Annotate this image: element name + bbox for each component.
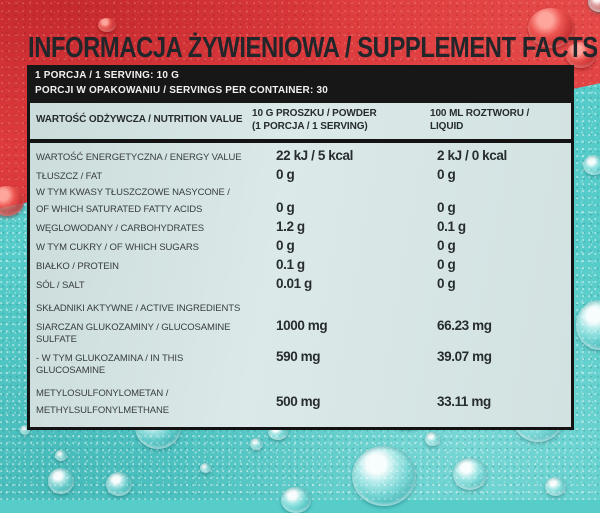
row-label: METYLOSULFONYLOMETAN / METHYLSULFONYLMETH… (36, 387, 170, 416)
table-row: W TYM KWASY TŁUSZCZOWE NASYCONE / OF WHIC… (30, 185, 571, 218)
row-label: SKŁADNIKI AKTYWNE / ACTIVE INGREDIENTS (36, 302, 241, 314)
red-droplet (98, 18, 116, 32)
water-droplet (200, 463, 211, 473)
row-label: W TYM KWASY TŁUSZCZOWE NASYCONE / OF WHIC… (36, 186, 230, 215)
row-label: SIARCZAN GLUKOZAMINY / GLUCOSAMINE SULFA… (36, 321, 231, 345)
powder-value: 0.1 g (276, 256, 305, 272)
powder-value: 1.2 g (276, 218, 305, 234)
row-label: W TYM CUKRY / OF WHICH SUGARS (36, 241, 199, 253)
table-row: TŁUSZCZ / FAT 0 g 0 g (30, 166, 571, 185)
header-liquid-line2: LIQUID (430, 120, 464, 132)
liquid-value: 66.23 mg (437, 317, 492, 333)
water-droplet (352, 446, 416, 506)
water-droplet (55, 450, 67, 461)
row-label: WĘGLOWODANY / CARBOHYDRATES (36, 222, 204, 234)
water-droplet (48, 468, 74, 494)
red-droplet (528, 8, 574, 48)
row-label: SÓL / SALT (36, 279, 85, 291)
table-row: WARTOŚĆ ENERGETYCZNA / ENERGY VALUE 22 kJ… (30, 147, 571, 166)
table-body: WARTOŚĆ ENERGETYCZNA / ENERGY VALUE 22 kJ… (30, 143, 571, 427)
liquid-value: 0 g (437, 256, 456, 272)
powder-value: 1000 mg (276, 317, 328, 333)
powder-value: 22 kJ / 5 kcal (276, 147, 353, 163)
table-row: - W TYM GLUKOZAMINA / IN THIS GLUCOSAMIN… (30, 348, 571, 379)
liquid-value: 0 g (437, 166, 456, 182)
header-powder-line2: (1 PORCJA / 1 SERVING) (252, 120, 368, 132)
liquid-value: 39.07 mg (437, 348, 492, 364)
liquid-value: 0.1 g (437, 218, 466, 234)
header-liquid-line1: 100 ML ROZTWORU / (430, 108, 530, 119)
water-droplet (425, 432, 440, 446)
header-liquid-column: 100 ML ROZTWORU / LIQUID (430, 108, 571, 133)
liquid-value: 0 g (437, 200, 456, 215)
water-droplet (545, 477, 566, 496)
nutrition-table: WARTOŚĆ ODŻYWCZA / NUTRITION VALUE 10 G … (27, 103, 574, 430)
row-label: - W TYM GLUKOZAMINA / IN THIS GLUCOSAMIN… (36, 352, 184, 376)
header-powder-column: 10 G PROSZKU / POWDER (1 PORCJA / 1 SERV… (252, 108, 430, 133)
table-section-row: SKŁADNIKI AKTYWNE / ACTIVE INGREDIENTS (30, 301, 571, 317)
row-label: WARTOŚĆ ENERGETYCZNA / ENERGY VALUE (36, 151, 242, 163)
water-droplet (588, 0, 600, 12)
liquid-value: 2 kJ / 0 kcal (437, 147, 507, 163)
water-droplet (20, 425, 30, 435)
serving-info-bar: 1 PORCJA / 1 SERVING: 10 G PORCJI W OPAK… (27, 65, 574, 103)
red-droplet (566, 42, 596, 68)
serving-size-text: 1 PORCJA / 1 SERVING: 10 G (35, 70, 180, 81)
powder-value: 0 g (276, 166, 295, 182)
liquid-value: 33.11 mg (437, 393, 491, 409)
row-label: BIAŁKO / PROTEIN (36, 260, 119, 272)
supplement-facts-label: INFORMACJA ŻYWIENIOWA / SUPPLEMENT FACTS… (27, 32, 598, 430)
powder-value: 0 g (276, 237, 295, 253)
powder-value: 500 mg (276, 393, 321, 409)
table-row: SIARCZAN GLUKOZAMINY / GLUCOSAMINE SULFA… (30, 317, 571, 348)
water-droplet (453, 458, 487, 490)
table-row: SÓL / SALT 0.01 g 0 g (30, 275, 571, 294)
water-droplet (106, 472, 132, 496)
liquid-value: 0 g (437, 275, 456, 291)
servings-per-container-text: PORCJI W OPAKOWANIU / SERVINGS PER CONTA… (35, 85, 328, 96)
powder-value: 0.01 g (276, 275, 312, 291)
powder-value: 0 g (276, 200, 295, 215)
header-divider (30, 139, 571, 143)
label-title: INFORMACJA ŻYWIENIOWA / SUPPLEMENT FACTS (28, 32, 598, 64)
water-droplet (281, 487, 311, 513)
liquid-value: 0 g (437, 237, 456, 253)
table-header-row: WARTOŚĆ ODŻYWCZA / NUTRITION VALUE 10 G … (30, 103, 571, 139)
header-nutrition-value: WARTOŚĆ ODŻYWCZA / NUTRITION VALUE (36, 114, 243, 126)
header-powder-line1: 10 G PROSZKU / POWDER (252, 108, 377, 119)
water-droplet (250, 438, 263, 450)
powder-value: 590 mg (276, 348, 321, 364)
water-droplet (583, 155, 600, 175)
table-row: WĘGLOWODANY / CARBOHYDRATES 1.2 g 0.1 g (30, 218, 571, 237)
table-row: BIAŁKO / PROTEIN 0.1 g 0 g (30, 256, 571, 275)
row-label: TŁUSZCZ / FAT (36, 170, 103, 182)
table-row: METYLOSULFONYLOMETAN / METHYLSULFONYLMETH… (30, 386, 571, 419)
table-row: W TYM CUKRY / OF WHICH SUGARS 0 g 0 g (30, 237, 571, 256)
